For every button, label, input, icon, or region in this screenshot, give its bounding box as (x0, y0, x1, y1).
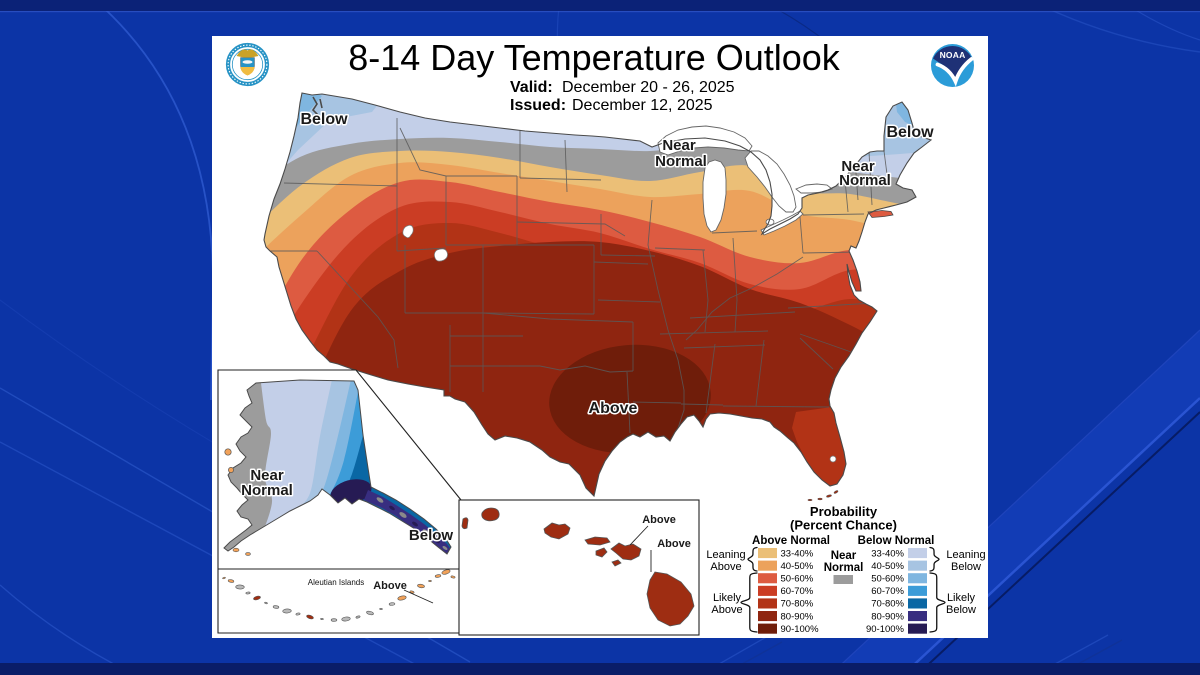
svg-text:Near: Near (250, 467, 284, 484)
svg-text:Below: Below (946, 604, 976, 616)
svg-text:Probability: Probability (810, 504, 878, 519)
svg-text:Leaning: Leaning (946, 549, 985, 561)
svg-text:(Percent Chance): (Percent Chance) (790, 518, 897, 533)
svg-text:33-40%: 33-40% (871, 548, 904, 559)
svg-text:Near: Near (662, 137, 696, 154)
svg-text:Below: Below (409, 527, 454, 544)
svg-text:Above: Above (589, 400, 638, 417)
svg-text:33-40%: 33-40% (781, 548, 814, 559)
svg-text:Likely: Likely (947, 592, 976, 604)
svg-text:60-70%: 60-70% (781, 586, 814, 597)
svg-text:December 12, 2025: December 12, 2025 (572, 97, 713, 114)
svg-text:Above: Above (373, 580, 407, 592)
svg-text:Normal: Normal (655, 153, 707, 170)
svg-text:50-60%: 50-60% (781, 574, 814, 585)
svg-text:90-100%: 90-100% (781, 624, 820, 635)
svg-text:80-90%: 80-90% (871, 611, 904, 622)
svg-text:Above Normal: Above Normal (752, 535, 830, 547)
svg-text:Leaning: Leaning (706, 549, 745, 561)
svg-text:Near: Near (841, 158, 875, 175)
svg-text:Below Normal: Below Normal (858, 535, 935, 547)
svg-text:Likely: Likely (713, 592, 742, 604)
svg-text:40-50%: 40-50% (781, 561, 814, 572)
svg-text:Normal: Normal (241, 482, 293, 499)
svg-text:Normal: Normal (839, 172, 891, 189)
svg-text:Issued:: Issued: (510, 97, 566, 114)
svg-text:Below: Below (951, 561, 981, 573)
svg-text:December 20 - 26, 2025: December 20 - 26, 2025 (562, 79, 735, 96)
svg-text:80-90%: 80-90% (781, 611, 814, 622)
svg-text:60-70%: 60-70% (871, 586, 904, 597)
svg-text:Below: Below (886, 124, 934, 141)
svg-text:NOAA: NOAA (940, 50, 966, 60)
svg-text:70-80%: 70-80% (781, 599, 814, 610)
svg-text:Near: Near (831, 550, 857, 562)
svg-text:Normal: Normal (824, 562, 864, 574)
svg-text:70-80%: 70-80% (871, 599, 904, 610)
svg-text:Above: Above (711, 604, 742, 616)
svg-text:Valid:: Valid: (510, 79, 553, 96)
svg-text:40-50%: 40-50% (871, 561, 904, 572)
svg-text:Above: Above (710, 561, 741, 573)
svg-text:8-14 Day Temperature Outlook: 8-14 Day Temperature Outlook (348, 37, 841, 78)
svg-text:Aleutian Islands: Aleutian Islands (308, 578, 364, 587)
svg-text:90-100%: 90-100% (866, 624, 905, 635)
svg-text:Above: Above (657, 538, 691, 550)
svg-text:Below: Below (300, 111, 348, 128)
svg-text:50-60%: 50-60% (871, 574, 904, 585)
svg-text:Above: Above (642, 514, 676, 526)
